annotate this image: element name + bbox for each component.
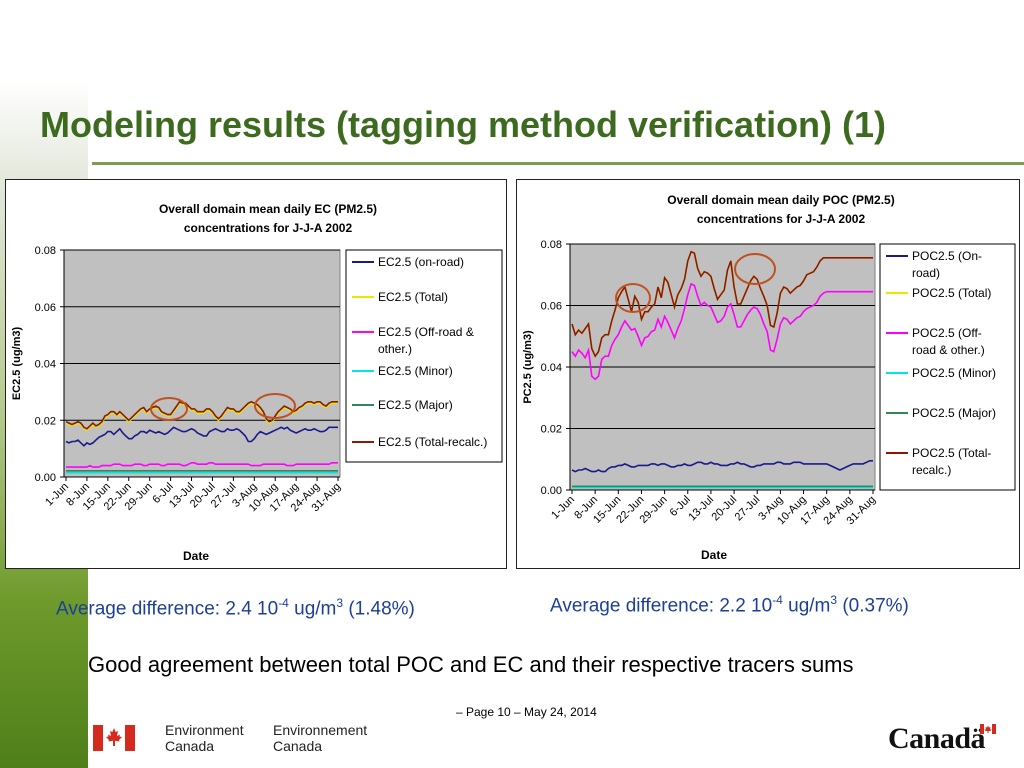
ec-legend-label-3: other.) — [378, 342, 412, 356]
poc-legend-label-5: POC2.5 (Major) — [912, 406, 996, 420]
poc-ytick-label: 0.02 — [541, 424, 562, 436]
ec-series-line-1 — [65, 426, 338, 447]
poc-legend-label-6: POC2.5 (Total- — [912, 446, 991, 460]
ec-ytick-label: 0.02 — [35, 415, 56, 427]
poc-highlight-circle-2 — [734, 253, 776, 285]
ec-title-line-2: concentrations for J-J-A 2002 — [184, 221, 353, 235]
poc-legend-label-3: road & other.) — [912, 343, 985, 357]
poc-legend-label-1: road) — [912, 266, 940, 280]
poc-title-line-2: concentrations for J-J-A 2002 — [697, 212, 866, 226]
department-en-line-1: Environment — [165, 722, 244, 738]
poc-ytick-label: 0.04 — [541, 362, 562, 374]
poc-xtick-label: 20-Jul — [710, 494, 740, 524]
ec-legend-label-2: EC2.5 (Total) — [378, 290, 448, 304]
ec-ytick-label: 0.08 — [35, 245, 56, 257]
poc-chart: Overall domain mean daily POC (PM2.5) con… — [522, 193, 1016, 562]
poc-avg-prefix: Average difference: 2.2 10 — [550, 595, 773, 617]
ec-legend-label-6: EC2.5 (Total-recalc.) — [378, 435, 487, 449]
ec-legend-label-3: EC2.5 (Off-road & — [378, 325, 474, 339]
department-fr-line-2: Canada — [273, 738, 323, 754]
ec-avg-exponent: -4 — [278, 596, 289, 610]
poc-ytick-label: 0.08 — [541, 239, 562, 251]
department-fr-line-1: Environnement — [273, 722, 368, 738]
poc-xtick-label: 27-Jul — [733, 494, 763, 524]
canada-wordmark-flag-icon — [980, 724, 996, 734]
department-en-line-2: Canada — [165, 738, 215, 754]
ec-legend-label-4: EC2.5 (Minor) — [378, 364, 453, 378]
poc-series-line-3 — [571, 282, 873, 381]
poc-xtick-label: 1-Jun — [549, 494, 577, 522]
slide-title: Modeling results (tagging method verific… — [40, 104, 887, 145]
poc-legend — [879, 243, 1016, 491]
ec-highlight-circle-2 — [254, 393, 296, 419]
ec-average-difference: Average difference: 2.4 10-4 ug/m3 (1.48… — [56, 596, 415, 620]
ec-xtick-label: 1-Jun — [43, 481, 71, 509]
ec-ytick-label: 0.06 — [35, 302, 56, 314]
poc-y-axis-label: PC2.5 (ug/m3) — [522, 330, 534, 404]
department-name-english: Environment Canada — [165, 722, 244, 754]
conclusion-text: Good agreement between total POC and EC … — [88, 652, 854, 677]
ec-avg-unit: ug/m — [288, 598, 337, 620]
ec-ytick-label: 0.00 — [35, 472, 56, 484]
poc-title-line-1: Overall domain mean daily POC (PM2.5) — [667, 193, 894, 207]
canada-flag-icon — [93, 725, 135, 751]
poc-average-difference: Average difference: 2.2 10-4 ug/m3 (0.37… — [550, 593, 909, 617]
poc-series-line-6 — [571, 250, 873, 358]
poc-highlight-circle-1 — [615, 283, 651, 313]
poc-legend-label-4: POC2.5 (Minor) — [912, 366, 996, 380]
page-footer: – Page 10 – May 24, 2014 — [456, 705, 597, 719]
poc-chart-panel: Overall domain mean daily POC (PM2.5) con… — [516, 179, 1020, 569]
ec-ytick-label: 0.04 — [35, 359, 56, 371]
canada-wordmark: Canadä — [888, 722, 986, 755]
poc-avg-unit: ug/m — [782, 595, 831, 617]
ec-legend-label-1: EC2.5 (on-road) — [378, 255, 464, 269]
ec-avg-percent: (1.48%) — [343, 598, 415, 620]
title-underline — [92, 162, 1024, 165]
poc-xtick-label: 13-Jul — [686, 494, 716, 524]
ec-chart: Overall domain mean daily EC (PM2.5) conc… — [11, 202, 503, 563]
ec-avg-prefix: Average difference: 2.4 10 — [56, 598, 279, 620]
ec-legend-label-5: EC2.5 (Major) — [378, 398, 453, 412]
ec-y-axis-label: EC2.5 (ug/m3) — [11, 326, 23, 400]
department-name-french: Environnement Canada — [273, 722, 367, 754]
ec-series-line-3 — [66, 461, 338, 468]
poc-x-axis-label: Date — [701, 548, 727, 562]
poc-series-line-1 — [571, 459, 873, 473]
poc-legend-label-1: POC2.5 (On- — [912, 249, 982, 263]
poc-avg-percent: (0.37%) — [837, 595, 909, 617]
poc-ytick-label: 0.00 — [541, 485, 562, 497]
poc-legend-label-3: POC2.5 (Off- — [912, 326, 982, 340]
ec-chart-panel: Overall domain mean daily EC (PM2.5) conc… — [5, 179, 507, 569]
ec-legend — [345, 249, 503, 463]
poc-ytick-label: 0.06 — [541, 301, 562, 313]
poc-legend-label-2: POC2.5 (Total) — [912, 286, 991, 300]
poc-avg-unit-exponent: 3 — [830, 593, 838, 607]
ec-highlight-circle-1 — [150, 397, 188, 421]
ec-x-axis-label: Date — [183, 549, 209, 563]
ec-avg-unit-exponent: 3 — [336, 596, 344, 610]
ec-title-line-1: Overall domain mean daily EC (PM2.5) — [159, 202, 377, 216]
poc-legend-label-6: recalc.) — [912, 463, 951, 477]
poc-avg-exponent: -4 — [772, 593, 783, 607]
